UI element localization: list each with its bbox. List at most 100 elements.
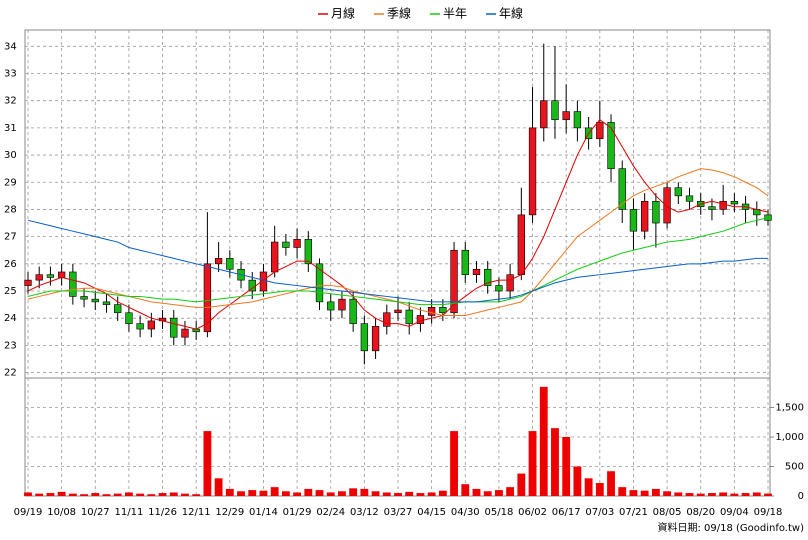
volume-bar	[304, 488, 313, 496]
x-tick-label: 10/27	[81, 507, 110, 518]
candle-body	[495, 285, 503, 292]
volume-bar	[719, 492, 728, 496]
candle-body	[394, 309, 402, 314]
volume-bar	[663, 491, 672, 496]
candle-body	[685, 195, 694, 202]
x-tick-label: 10/08	[47, 507, 76, 518]
candle-body	[674, 187, 682, 197]
candle-body	[102, 301, 111, 305]
candle-body	[708, 206, 716, 210]
volume-bar	[360, 488, 369, 496]
candle-body	[461, 249, 469, 275]
y-tick-label: 32	[4, 96, 17, 107]
volume-bar	[595, 483, 604, 496]
x-tick-label: 11/26	[148, 507, 177, 518]
volume-tick-label: 1,000	[775, 432, 804, 443]
candle-body	[35, 274, 43, 281]
volume-bar	[169, 492, 178, 496]
candle-body	[315, 263, 324, 303]
candle-body	[371, 326, 380, 352]
volume-bar	[438, 490, 447, 496]
volume-bar	[427, 492, 436, 496]
candle-body	[327, 301, 335, 311]
volume-bar	[46, 493, 55, 496]
candle-body	[629, 209, 638, 232]
volume-bar	[752, 492, 761, 496]
volume-bar	[472, 488, 481, 496]
candle-body	[24, 279, 32, 286]
candle-body	[147, 320, 155, 330]
legend-label: 年線	[499, 6, 523, 21]
ma-line	[27, 217, 769, 306]
legend-label: 半年	[443, 7, 467, 21]
candle-body	[719, 200, 727, 210]
volume-bar	[506, 487, 515, 496]
x-tick-label: 01/29	[283, 507, 312, 518]
candle-body	[663, 187, 671, 224]
y-tick-label: 28	[4, 204, 17, 215]
candle-body	[248, 279, 256, 292]
candle-body	[338, 298, 346, 311]
candle-body	[304, 239, 312, 265]
x-tick-label: 07/03	[585, 507, 614, 518]
volume-tick-label: 500	[785, 462, 804, 473]
x-tick-label: 06/17	[552, 507, 581, 518]
volume-bar	[136, 493, 145, 496]
ma-line	[27, 119, 769, 330]
candle-body	[383, 312, 391, 327]
y-tick-label: 24	[4, 313, 17, 324]
candle-body	[730, 200, 739, 205]
volume-bar	[539, 386, 548, 496]
volume-bar	[629, 490, 638, 496]
candle-body	[226, 258, 234, 270]
candle-body	[203, 263, 212, 333]
candle-body	[439, 307, 447, 314]
volume-bar	[237, 491, 245, 496]
volume-bar	[57, 491, 66, 496]
candle-body	[80, 296, 88, 300]
x-tick-label: 07/21	[619, 507, 648, 518]
volume-tick-label: 0	[798, 491, 804, 502]
candle-body	[484, 268, 492, 286]
volume-bar	[461, 484, 470, 496]
volume-bar	[214, 478, 223, 496]
x-tick-label: 09/04	[720, 507, 749, 518]
volume-bar	[338, 491, 346, 496]
candle-body	[181, 328, 189, 338]
volume-bar	[696, 493, 705, 496]
volume-bar	[349, 488, 358, 496]
candle-body	[69, 271, 77, 297]
candle-body	[259, 271, 268, 292]
candle-body	[57, 271, 66, 278]
x-tick-label: 12/11	[182, 507, 211, 518]
plot-frame	[24, 29, 771, 497]
volume-bar	[685, 493, 694, 496]
volume-bar	[651, 488, 660, 496]
volume-bar	[764, 493, 772, 496]
volume-bar	[551, 428, 559, 496]
candle-body	[551, 100, 559, 121]
volume-bar	[147, 494, 156, 496]
candle-body	[271, 241, 279, 273]
candle-body	[540, 100, 548, 129]
x-tick-label: 03/12	[350, 507, 379, 518]
y-tick-label: 33	[4, 69, 17, 80]
candle-body	[472, 268, 481, 275]
candle-body	[125, 312, 133, 324]
volume-bar	[113, 493, 122, 496]
y-tick-label: 25	[4, 286, 17, 297]
candle-body	[596, 122, 604, 140]
volume-bar	[674, 492, 683, 496]
candle-body	[170, 317, 178, 338]
x-tick-label: 01/14	[249, 507, 278, 518]
candle-body	[450, 249, 458, 314]
legend-label: 月線	[331, 6, 355, 21]
candle-body	[349, 298, 357, 324]
y-tick-label: 26	[4, 259, 17, 270]
volume-bar	[225, 488, 234, 496]
ma-line	[27, 219, 768, 303]
volume-bar	[248, 490, 257, 496]
volume-bar	[24, 492, 32, 496]
volume-bar	[584, 478, 593, 496]
volume-bar	[35, 493, 44, 496]
